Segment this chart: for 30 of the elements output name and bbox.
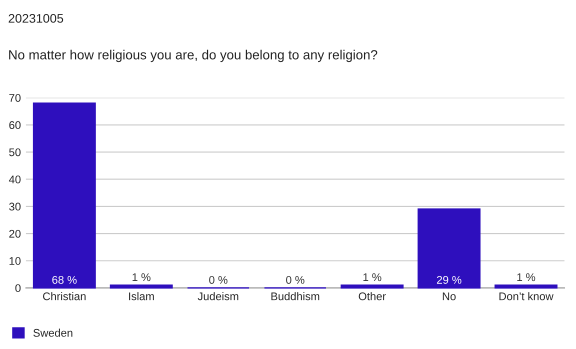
data-label: 1 % [363,273,382,282]
y-tick-label: 10 [10,257,21,265]
bar [494,284,558,289]
y-tick-label: 30 [9,202,21,211]
x-tick-label: Other [358,292,386,300]
bar [340,284,404,289]
x-tick-label: No [442,292,456,300]
x-tick-label: Islam [129,292,154,300]
data-label: 0 % [286,276,304,284]
data-label: 1 % [517,273,536,282]
y-tick-label: 0 [15,284,21,292]
y-tick-label: 50 [9,148,21,156]
legend-label: Sweden [33,328,72,337]
data-label: 0 % [209,276,228,284]
data-label: 68 % [52,276,77,284]
y-tick-label: 60 [9,121,21,130]
chart-title: No matter how religious you are, do you belong to any religion? [9,50,378,62]
x-tick-label: Buddhism [271,292,320,300]
x-tick-label: Don’t know [499,292,554,300]
x-tick-label: Christian [43,292,86,300]
y-tick-label: 70 [9,94,21,102]
x-tick-label: Judeism [198,292,238,300]
bar [110,284,173,289]
data-label: 1 % [132,273,151,282]
bar [418,208,481,289]
y-tick-label: 40 [8,176,21,184]
text: 20231005 [8,14,64,23]
y-tick-label: 20 [9,230,21,238]
bar [32,102,96,289]
data-label: 29 % [436,276,462,284]
